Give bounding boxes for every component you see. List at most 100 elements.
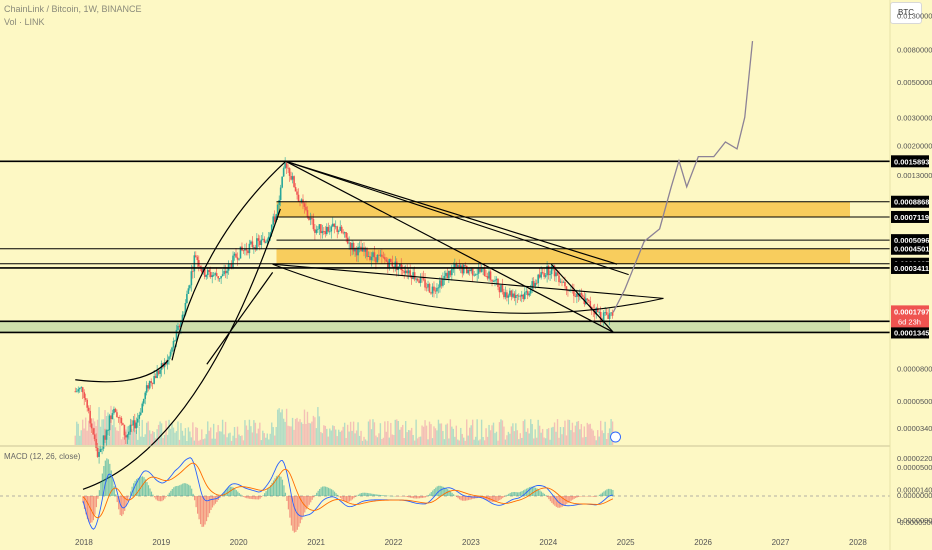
- candle: [394, 261, 397, 268]
- candle: [205, 275, 208, 277]
- candle: [190, 271, 193, 286]
- volume-bar: [229, 432, 231, 445]
- candle: [497, 278, 499, 287]
- volume-bar: [404, 421, 407, 445]
- candle: [259, 240, 261, 245]
- macd-histogram-bar: [521, 491, 523, 496]
- candle: [392, 266, 395, 268]
- volume-bar: [464, 440, 466, 445]
- macd-histogram-bar: [427, 495, 429, 496]
- macd-histogram-bar: [287, 496, 290, 510]
- candle: [427, 283, 429, 288]
- candle: [239, 246, 242, 259]
- candle: [403, 270, 406, 274]
- candle: [208, 270, 211, 272]
- macd-histogram-bar: [408, 496, 410, 498]
- volume-bar: [196, 427, 199, 445]
- candle: [607, 314, 609, 319]
- macd-histogram-bar: [524, 489, 526, 496]
- volume-bar: [169, 428, 172, 445]
- volume-bar: [263, 433, 265, 445]
- volume-bar: [406, 432, 408, 445]
- candle: [404, 270, 407, 274]
- candle: [308, 216, 310, 220]
- candle: [141, 403, 144, 413]
- macd-histogram-bar: [202, 496, 205, 527]
- volume-bar: [110, 405, 112, 445]
- candle: [311, 217, 313, 220]
- volume-bar: [479, 439, 481, 445]
- currency-button[interactable]: BTC: [890, 2, 922, 24]
- volume-bar: [413, 440, 416, 445]
- volume-bar: [480, 419, 483, 445]
- volume-bar: [131, 429, 133, 445]
- volume-bar: [537, 419, 539, 445]
- volume-bar: [296, 417, 298, 445]
- volume-bar: [274, 435, 276, 445]
- candle: [445, 272, 447, 276]
- volume-bar: [260, 440, 263, 445]
- candle: [331, 223, 334, 227]
- macd-histogram-bar: [573, 496, 575, 499]
- candle: [294, 187, 297, 192]
- candle: [297, 194, 300, 202]
- candle: [323, 231, 325, 232]
- macd-histogram-bar: [405, 496, 407, 497]
- macd-histogram-bar: [272, 480, 275, 496]
- volume-bar: [218, 431, 221, 445]
- volume-bar: [346, 424, 349, 445]
- macd-histogram-bar: [414, 496, 416, 499]
- candle: [599, 312, 602, 321]
- macd-histogram-bar: [527, 487, 529, 496]
- volume-bar: [101, 419, 103, 445]
- macd-histogram-bar: [199, 496, 202, 525]
- volume-bar: [355, 430, 358, 445]
- candle: [171, 347, 173, 352]
- volume-bar: [568, 419, 571, 445]
- volume-bar: [242, 440, 245, 445]
- candle: [87, 407, 90, 411]
- volume-bar: [376, 437, 379, 445]
- candle: [156, 370, 158, 379]
- volume-bar: [381, 438, 383, 445]
- volume-bar: [504, 439, 507, 445]
- volume-bar: [253, 420, 255, 445]
- candle: [256, 238, 258, 250]
- volume-bar: [608, 428, 611, 445]
- volume-bar: [530, 419, 532, 445]
- volume-bar: [369, 419, 371, 445]
- macd-histogram-bar: [185, 483, 187, 496]
- macd-histogram-bar: [311, 496, 313, 500]
- volume-bar: [553, 422, 556, 445]
- candle: [537, 274, 539, 284]
- candle: [479, 268, 481, 272]
- candle: [509, 290, 511, 296]
- macd-histogram-bar: [189, 485, 191, 496]
- volume-bar: [190, 437, 193, 445]
- candle: [378, 254, 380, 256]
- candle: [126, 434, 129, 438]
- macd-histogram-bar: [82, 496, 84, 503]
- arc-line: [272, 263, 664, 314]
- macd-histogram-bar: [322, 486, 324, 496]
- candle: [131, 424, 133, 426]
- volume-bar: [227, 433, 230, 445]
- volume-bar: [562, 427, 565, 445]
- candle: [275, 214, 278, 222]
- macd-histogram-bar: [330, 489, 333, 496]
- macd-histogram-bar: [503, 496, 505, 497]
- time-tick-label: 2025: [617, 538, 635, 547]
- macd-histogram-bar: [292, 496, 294, 531]
- macd-histogram-bar: [496, 496, 498, 502]
- volume-bar: [525, 431, 527, 445]
- price-tick-label: 0.0130000: [897, 12, 932, 21]
- macd-histogram-bar: [339, 496, 342, 498]
- candle: [366, 248, 368, 257]
- volume-bar: [366, 440, 368, 445]
- candle: [395, 261, 398, 271]
- macd-histogram-bar: [363, 492, 365, 496]
- macd-histogram-bar: [552, 496, 554, 505]
- candle: [138, 414, 141, 419]
- volume-bar: [201, 429, 203, 445]
